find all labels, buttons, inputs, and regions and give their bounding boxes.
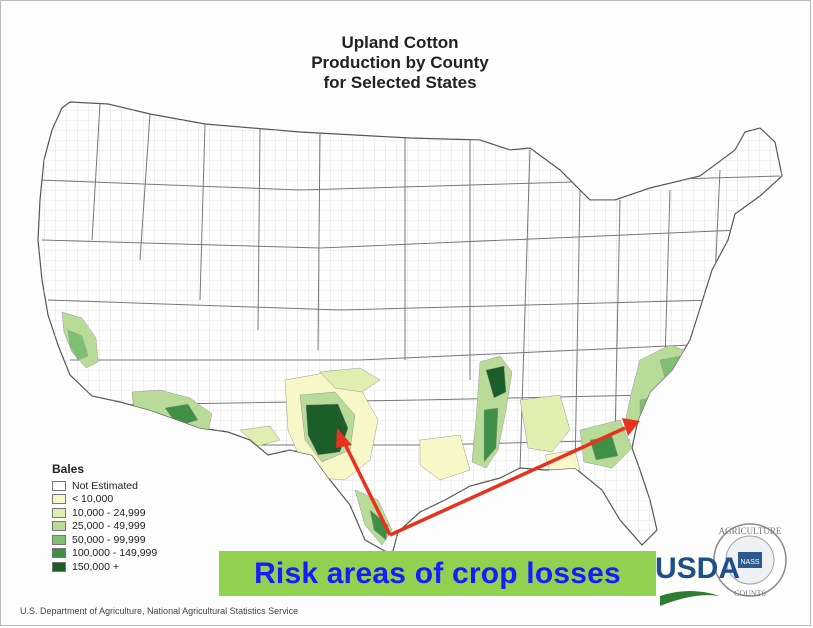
usda-swoosh: [660, 591, 720, 606]
legend-item: 150,000 +: [52, 560, 232, 574]
legend-label: 25,000 - 49,999: [72, 520, 146, 533]
legend-swatch: [52, 480, 66, 491]
arrow-to-carolinas: [389, 426, 626, 537]
legend-item: 100,000 - 149,999: [52, 547, 232, 561]
legend-label: 50,000 - 99,999: [72, 533, 146, 546]
agriculture-counts-seal: NASS AGRICULTURE COUNTS: [713, 523, 787, 598]
map-title-line-2: Production by County: [311, 53, 489, 72]
cotton-regions: [61, 311, 691, 546]
legend-item: 50,000 - 99,999: [52, 533, 232, 547]
legend-swatch: [52, 521, 66, 532]
risk-callout-text: Risk areas of crop losses: [254, 556, 621, 590]
seal-badge-text: NASS: [740, 559, 759, 566]
risk-callout: Risk areas of crop losses: [219, 551, 656, 596]
source-credit: U.S. Department of Agriculture, National…: [20, 606, 299, 616]
seal-top-text: AGRICULTURE: [719, 526, 782, 536]
legend-item: Not Estimated: [52, 479, 232, 493]
legend-item: < 10,000: [52, 493, 232, 507]
legend-swatch: [52, 548, 66, 559]
legend-swatch: [52, 561, 66, 572]
legend-label: 150,000 +: [72, 560, 120, 573]
map-title-line-3: for Selected States: [323, 73, 477, 92]
legend-item: 25,000 - 49,999: [52, 520, 232, 534]
legend-swatch: [52, 494, 66, 505]
arrowhead-carolinas: [622, 418, 640, 436]
legend-label: Not Estimated: [72, 479, 138, 492]
map-title-line-1: Upland Cotton: [341, 33, 459, 52]
arrow-to-texas-plains: [340, 437, 392, 536]
legend-swatch: [52, 534, 66, 545]
legend: Bales Not Estimated < 10,000 10,000 - 24,9…: [52, 462, 232, 574]
legend-rows: Not Estimated < 10,000 10,000 - 24,999 25,0…: [52, 479, 232, 574]
usda-logo: USDA: [655, 552, 741, 585]
legend-label: 10,000 - 24,999: [72, 506, 146, 519]
legend-swatch: [52, 507, 66, 518]
arrowhead-texas: [336, 428, 352, 448]
legend-label: < 10,000: [72, 493, 114, 506]
legend-label: 100,000 - 149,999: [72, 547, 158, 560]
legend-item: 10,000 - 24,999: [52, 506, 232, 520]
seal-bottom-text: COUNTS: [734, 589, 766, 598]
state-borders: [39, 103, 781, 471]
risk-arrows: [336, 418, 640, 537]
legend-title: Bales: [52, 462, 85, 476]
